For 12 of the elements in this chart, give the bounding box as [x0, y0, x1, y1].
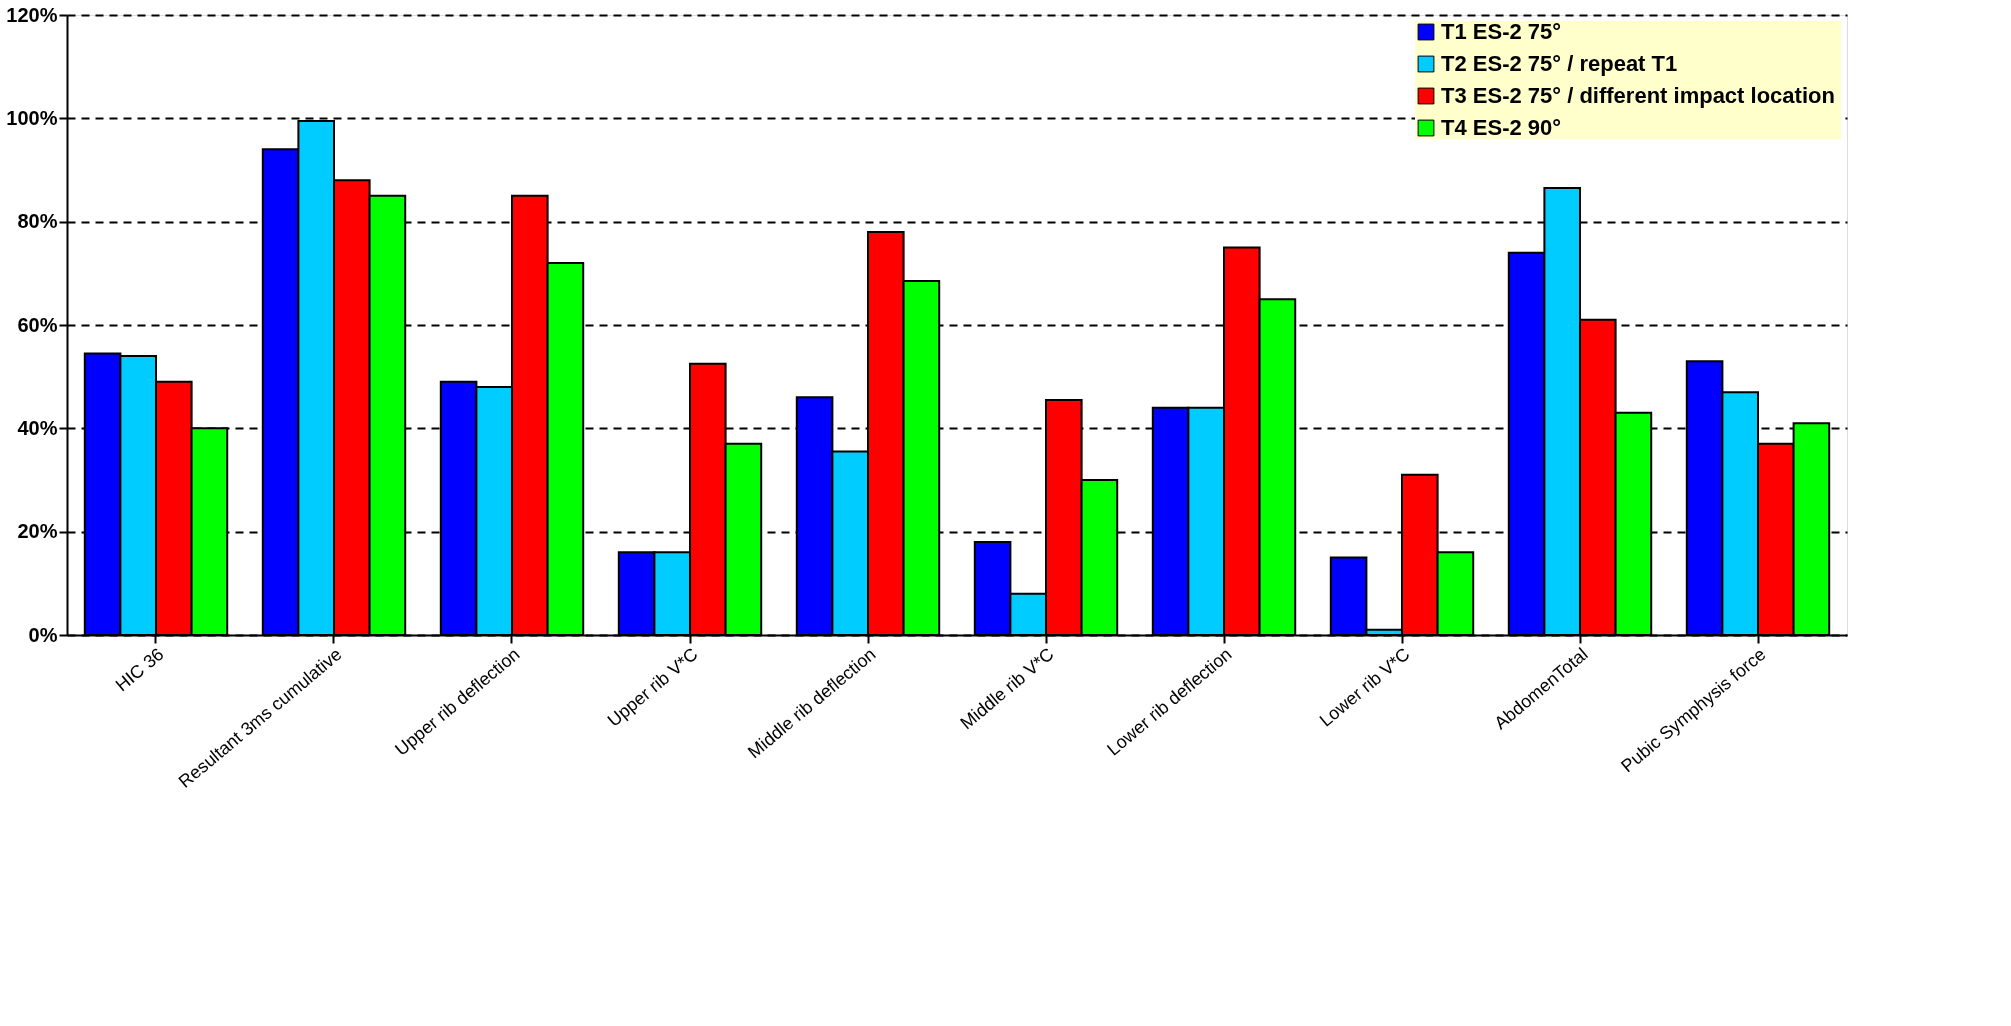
legend-label: T2 ES-2 75° / repeat T1 — [1441, 51, 1678, 76]
y-tick-label: 120% — [6, 3, 58, 26]
y-tick-label: 40% — [17, 416, 58, 439]
y-tick-label: 20% — [17, 520, 58, 543]
y-tick-label: 0% — [28, 623, 58, 646]
y-tick-label: 100% — [6, 106, 58, 129]
legend-label: T3 ES-2 75° / different impact location — [1441, 83, 1835, 108]
x-tick-label: HIC 36 — [111, 643, 168, 696]
legend-label: T4 ES-2 90° — [1441, 115, 1562, 140]
legend-label: T1 ES-2 75° — [1441, 19, 1562, 44]
y-tick-label: 60% — [17, 313, 58, 336]
y-tick-label: 80% — [17, 210, 58, 233]
